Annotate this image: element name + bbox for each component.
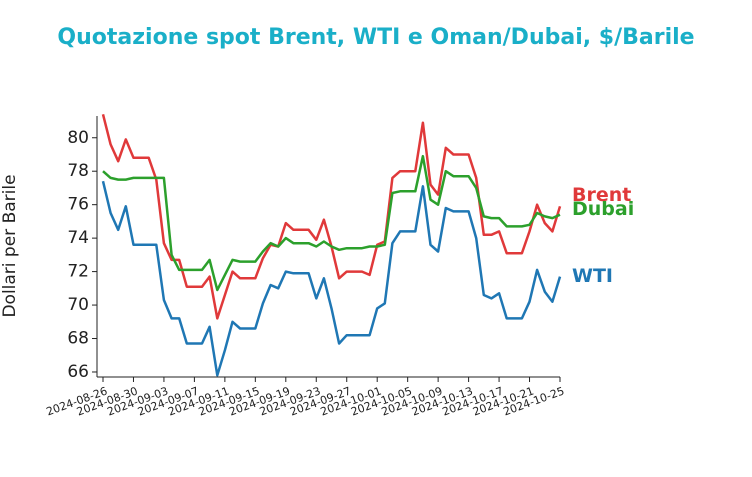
y-tick-label: 70 (67, 295, 89, 315)
y-tick-label: 76 (67, 195, 89, 215)
y-tick-label: 72 (67, 262, 89, 282)
y-tick-label: 78 (67, 161, 89, 181)
chart-title: Quotazione spot Brent, WTI e Oman/Dubai,… (57, 25, 694, 50)
series-line (101, 180, 562, 377)
series-line (102, 154, 561, 292)
y-tick-label: 74 (67, 228, 89, 248)
series-label: WTI (572, 265, 613, 287)
series-line (101, 113, 562, 320)
y-tick-label: 66 (67, 362, 89, 382)
y-tick-label: 80 (67, 128, 89, 148)
y-tick-label: 68 (67, 329, 89, 349)
series-label: Dubai (572, 198, 634, 220)
series-label: Brent (572, 184, 631, 206)
y-axis-label: Dollari per Barile (0, 174, 20, 317)
